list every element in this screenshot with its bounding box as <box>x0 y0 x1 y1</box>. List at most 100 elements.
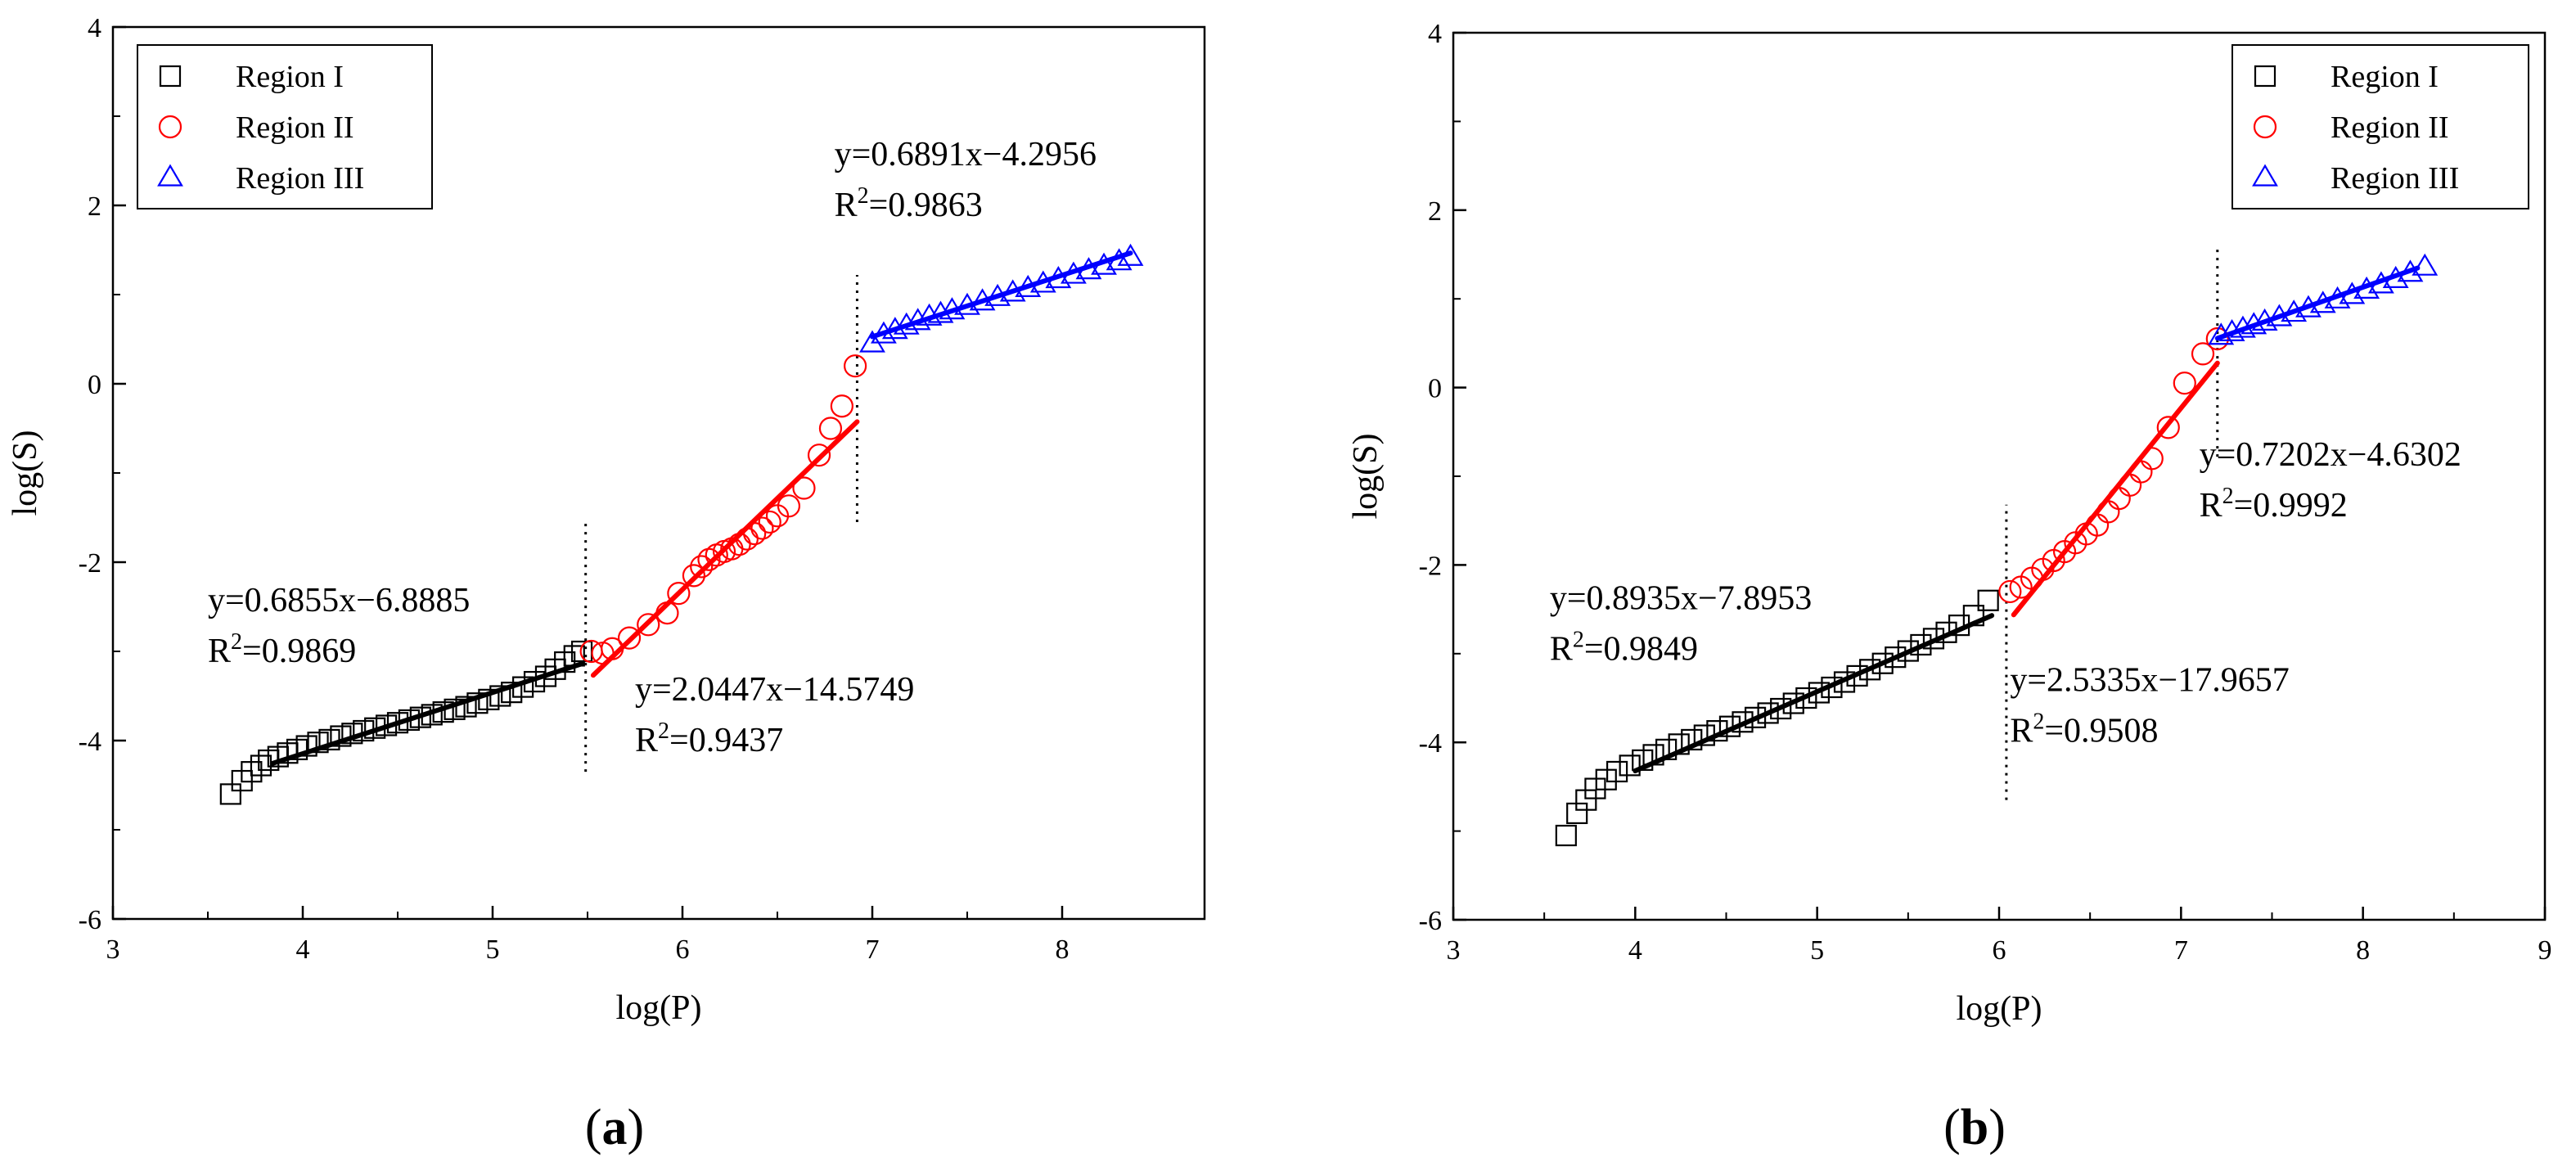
data-point-circle <box>2140 447 2164 471</box>
data-point-circle <box>750 516 774 540</box>
data-point-circle <box>777 494 801 518</box>
data-point-square <box>1897 640 1919 662</box>
panel-label: (b) <box>1943 1100 2006 1155</box>
data-point-triangle <box>904 308 931 331</box>
panel-label: (a) <box>585 1100 644 1155</box>
data-point-triangle <box>939 297 966 320</box>
x-axis-label: log(P) <box>1957 990 2042 1028</box>
data-point-circle <box>1998 579 2022 604</box>
fit-equation-label: y=0.6891x−4.2956 <box>835 136 1097 173</box>
data-point-circle <box>617 626 642 650</box>
data-point-circle <box>792 476 816 500</box>
legend: Region I Region II Region III <box>137 44 433 209</box>
r-squared-label: R2=0.9508 <box>2010 709 2158 750</box>
x-tick-label: 5 <box>486 935 500 965</box>
data-point-square <box>1846 664 1868 687</box>
data-point-square <box>1668 733 1690 755</box>
data-point-square <box>1605 760 1628 783</box>
y-axis-label: log(S) <box>1347 434 1385 520</box>
data-point-triangle <box>881 317 908 340</box>
data-point-triangle <box>1060 261 1087 284</box>
data-point-square <box>1584 777 1606 799</box>
data-point-triangle <box>999 279 1026 302</box>
data-point-square <box>478 688 500 710</box>
data-point-square <box>512 676 534 698</box>
legend-marker-triangle <box>157 164 183 187</box>
data-point-square <box>466 692 489 714</box>
data-point-square <box>421 704 443 726</box>
data-point-circle <box>830 394 853 418</box>
y-tick-label: -6 <box>79 905 101 935</box>
r-squared-label: R2=0.9437 <box>635 718 783 759</box>
data-point-square <box>219 783 241 805</box>
data-point-square <box>1910 633 1932 656</box>
data-point-square <box>318 728 340 751</box>
fit-equation-label: y=2.0447x−14.5749 <box>635 671 914 709</box>
x-tick-label: 4 <box>1628 935 1642 966</box>
legend-label: Region I <box>2331 60 2439 94</box>
data-point-triangle <box>969 288 996 311</box>
data-point-circle <box>2118 473 2142 497</box>
data-point-square <box>1782 692 1804 714</box>
data-point-square <box>455 696 477 718</box>
r-squared-label: R2=0.9992 <box>2200 484 2348 525</box>
data-point-square <box>444 698 466 720</box>
data-point-square <box>341 723 363 745</box>
y-axis-label: log(S) <box>7 430 44 516</box>
data-point-square <box>1732 711 1754 733</box>
chart-panel-a: 3 4 5 6 7 8 -6 -4 -2 0 2 4 log(P) log(S) y=0.6855x−6.8… <box>7 13 1206 1155</box>
legend-label: Region III <box>2331 161 2459 196</box>
y-tick-label: -4 <box>1419 728 1442 759</box>
data-point-square <box>386 712 409 734</box>
data-point-triangle <box>2412 253 2439 276</box>
data-point-square <box>307 732 329 754</box>
x-tick-label: 7 <box>866 935 880 965</box>
data-point-circle <box>690 555 714 579</box>
data-point-circle <box>844 354 867 378</box>
y-tick-label: 2 <box>88 191 101 222</box>
data-point-square <box>1871 652 1894 674</box>
legend-marker-triangle <box>2252 164 2278 187</box>
data-point-square <box>489 685 511 707</box>
legend-marker-circle <box>2253 115 2277 139</box>
data-point-square <box>295 735 317 757</box>
data-point-square <box>501 682 523 704</box>
data-point-circle <box>758 510 781 534</box>
data-point-square <box>353 719 375 742</box>
x-tick-label: 7 <box>2174 935 2188 966</box>
fit-line <box>269 661 585 766</box>
data-point-square <box>1795 687 1817 709</box>
y-tick-label: 0 <box>1428 374 1442 404</box>
fit-equation-label: y=0.7202x−4.6302 <box>2200 436 2461 474</box>
legend-box <box>2231 44 2529 209</box>
fit-equation-label: y=2.5335x−17.9657 <box>2010 661 2289 699</box>
y-tick-label: -6 <box>1419 906 1442 936</box>
legend: Region I Region II Region III <box>2231 44 2529 209</box>
data-point-square <box>1935 621 1957 643</box>
data-point-square <box>1655 738 1678 760</box>
r-squared-label: R2=0.9849 <box>1550 628 1698 669</box>
x-tick-label: 6 <box>1993 935 2006 966</box>
data-point-square <box>1808 682 1830 704</box>
data-point-triangle <box>2230 315 2256 338</box>
r-squared-label: R2=0.9869 <box>208 629 356 670</box>
data-point-triangle <box>870 321 897 344</box>
data-point-square <box>1632 749 1654 771</box>
y-tick-label: -2 <box>1419 551 1442 581</box>
data-point-circle <box>807 444 831 467</box>
x-tick-label: 4 <box>296 935 310 965</box>
data-point-triangle <box>1106 248 1133 271</box>
data-point-square <box>1744 706 1767 728</box>
data-point-circle <box>2205 327 2229 351</box>
chart-panel-b: 3 4 5 6 7 8 9 -6 -4 -2 0 2 4 log(P) log(S) y=0.8935x−7.… <box>1347 19 2552 1155</box>
fit-equation-label: y=0.6855x−6.8885 <box>208 582 470 619</box>
data-point-circle <box>2129 460 2153 484</box>
legend-label: Region III <box>236 161 364 196</box>
data-point-triangle <box>927 300 954 323</box>
data-point-circle <box>727 533 751 556</box>
data-point-square <box>563 645 585 667</box>
data-point-square <box>1693 724 1715 746</box>
data-point-square <box>1770 697 1792 720</box>
legend-marker-square <box>159 65 182 88</box>
